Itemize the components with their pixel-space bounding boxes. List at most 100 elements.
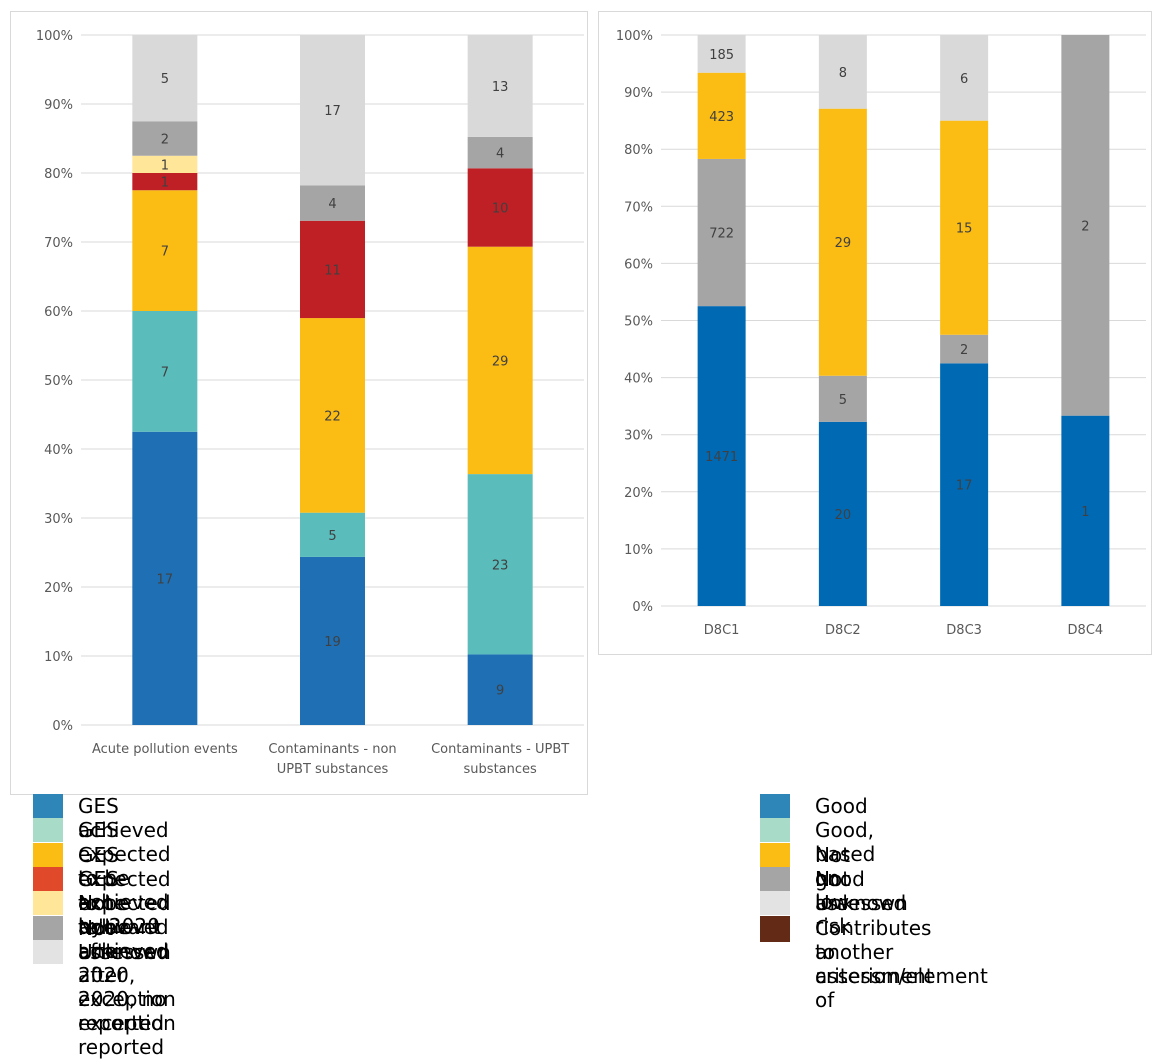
data-label: 722 (709, 227, 734, 242)
bar-segment (940, 35, 989, 121)
data-label: 1 (161, 158, 169, 173)
data-label: 22 (324, 409, 341, 424)
y-tick-label: 50% (44, 374, 73, 389)
category-label: UPBT substances (277, 762, 389, 777)
data-label: 7 (161, 365, 169, 380)
legend-label: Not good (815, 842, 865, 891)
bar-segment (467, 136, 533, 169)
bar-segment (1061, 35, 1110, 416)
legend-swatch (33, 891, 63, 916)
data-label: 17 (956, 479, 973, 494)
category-label: D8C4 (1068, 623, 1104, 638)
legend-swatch (760, 891, 790, 916)
data-label: 2 (960, 343, 968, 358)
bar-segment (467, 168, 533, 247)
category-label: D8C1 (704, 623, 740, 638)
bar-segment (132, 173, 198, 191)
y-tick-label: 90% (44, 98, 73, 113)
bar-segment (300, 556, 365, 725)
data-label: 20 (835, 508, 852, 523)
legend-label: Not relevant (78, 891, 161, 940)
bar-segment (818, 375, 867, 422)
legend-swatch (33, 794, 63, 818)
legend-label: Not assessed (78, 915, 170, 964)
legend-swatch (760, 866, 790, 891)
y-tick-label: 0% (632, 600, 653, 615)
bar-segment (940, 334, 989, 364)
data-label: 13 (492, 80, 509, 95)
bar-segment (697, 72, 746, 159)
y-tick-label: 30% (624, 429, 653, 444)
chart-1-svg: 0%10%20%30%40%50%60%70%80%90%100%1777112… (36, 29, 584, 777)
y-tick-label: 70% (44, 236, 73, 251)
category-label: D8C2 (825, 623, 861, 638)
data-label: 185 (709, 48, 734, 63)
bar-segment (940, 120, 989, 335)
data-label: 29 (492, 354, 509, 369)
data-label: 2 (1081, 219, 1089, 234)
category-label: Contaminants - non (268, 742, 396, 757)
bar-segment (132, 35, 198, 122)
bar-segment (300, 318, 365, 513)
legend-swatch (760, 915, 790, 942)
bar-segment (940, 363, 989, 606)
data-label: 4 (328, 197, 336, 212)
legend-swatch (33, 818, 63, 843)
data-label: 23 (492, 558, 509, 573)
bar-segment (300, 512, 365, 557)
bar-segment (467, 35, 533, 137)
data-label: 1471 (705, 450, 738, 465)
y-tick-label: 60% (624, 257, 653, 272)
legend-label: Not assessed (815, 866, 907, 915)
bar-segment (132, 190, 198, 311)
data-label: 4 (496, 147, 504, 162)
legend-swatch (760, 842, 790, 867)
legend-swatch (760, 818, 790, 843)
y-tick-label: 80% (44, 167, 73, 182)
y-tick-label: 40% (624, 372, 653, 387)
y-tick-label: 30% (44, 512, 73, 527)
data-label: 423 (709, 110, 734, 125)
legend-label: Unknown (78, 939, 171, 964)
data-label: 17 (324, 104, 341, 119)
y-tick-label: 40% (44, 443, 73, 458)
y-tick-label: 70% (624, 200, 653, 215)
y-tick-label: 90% (624, 86, 653, 101)
y-tick-label: 50% (624, 315, 653, 330)
legend-label: GES achieved (78, 794, 169, 842)
bar-segment (300, 185, 365, 221)
legend-label: GES expected to be achieved by 2020 (78, 818, 171, 939)
bar-segment (467, 654, 533, 725)
category-label: Acute pollution events (92, 742, 238, 757)
legend-swatch (33, 866, 63, 891)
data-label: 19 (324, 635, 341, 650)
category-label: substances (464, 762, 537, 777)
y-tick-label: 60% (44, 305, 73, 320)
data-label: 7 (161, 245, 169, 260)
bar-segment (132, 121, 198, 156)
data-label: 1 (1081, 505, 1089, 520)
bar-segment (467, 474, 533, 655)
chart-d8-criteria: 0% 10% 20% 30% 40% 50% 60% 70% 80% 90% 100% 1471 722… (598, 11, 1152, 655)
y-tick-label: 10% (624, 543, 653, 558)
category-label: D8C3 (946, 623, 982, 638)
bar-segment (132, 311, 198, 432)
y-tick-label: 80% (624, 143, 653, 158)
legend-swatch (33, 939, 63, 964)
bar-segment (818, 108, 867, 376)
bar-segment (697, 306, 746, 606)
data-label: 2 (161, 133, 169, 148)
legend-label: another criterion/element (815, 939, 988, 988)
legend-swatch (33, 915, 63, 940)
bar-segment (697, 35, 746, 73)
data-label: 6 (960, 72, 968, 87)
legend-swatch (760, 794, 790, 818)
data-label: 9 (496, 684, 504, 699)
y-tick-label: 10% (44, 650, 73, 665)
data-label: 15 (956, 222, 973, 237)
y-tick-label: 20% (624, 486, 653, 501)
bar-segment (300, 35, 365, 186)
legend-label: Contributes to assessment of (815, 915, 934, 1012)
y-tick-label: 0% (52, 719, 73, 734)
data-label: 5 (839, 393, 847, 408)
